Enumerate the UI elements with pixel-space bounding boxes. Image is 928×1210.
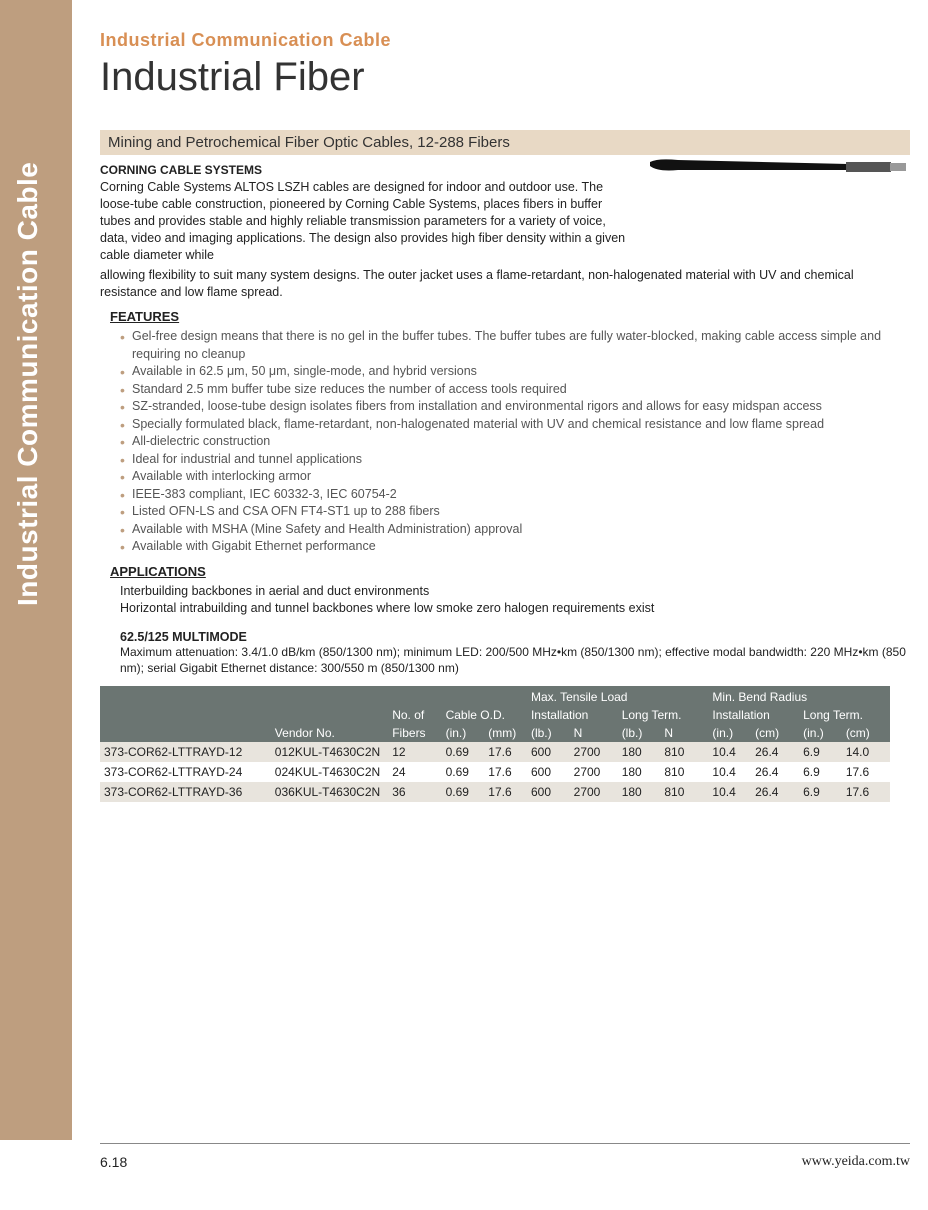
cell: 10.4: [708, 762, 751, 782]
sidebar-tab: Industrial Communication Cable: [0, 0, 72, 1140]
group-cable-od: Cable O.D.: [442, 686, 527, 724]
features-list: Gel-free design means that there is no g…: [120, 328, 910, 556]
cell: 2700: [570, 782, 618, 802]
table-row: 373-COR62-LTTRAYD-24024KUL-T4630C2N240.6…: [100, 762, 890, 782]
feature-item: Available with MSHA (Mine Safety and Hea…: [120, 521, 910, 539]
unit-in-2: (in.): [708, 724, 751, 742]
cell: 600: [527, 762, 570, 782]
subgroup-install-2: Installation: [708, 706, 799, 724]
feature-item: Available with Gigabit Ethernet performa…: [120, 538, 910, 556]
cell: 24: [388, 762, 441, 782]
col-fibers-2: Fibers: [388, 724, 441, 742]
cell: 180: [618, 782, 661, 802]
cell: 10.4: [708, 782, 751, 802]
group-min-bend: Min. Bend Radius: [708, 686, 890, 706]
unit-n-2: N: [660, 724, 708, 742]
cell: 26.4: [751, 762, 799, 782]
brand-heading: CORNING CABLE SYSTEMS: [100, 163, 910, 177]
application-line: Interbuilding backbones in aerial and du…: [120, 583, 910, 601]
footer-url: www.yeida.com.tw: [802, 1154, 910, 1170]
category-heading: Industrial Communication Cable: [100, 30, 910, 51]
cell: 600: [527, 742, 570, 762]
section-title-bar: Mining and Petrochemical Fiber Optic Cab…: [100, 130, 910, 155]
spec-table: Vendor No. No. of Cable O.D. Max. Tensil…: [100, 686, 890, 802]
feature-item: SZ-stranded, loose-tube design isolates …: [120, 398, 910, 416]
vendor-number: 036KUL-T4630C2N: [271, 782, 388, 802]
cell: 14.0: [842, 742, 890, 762]
part-number-link[interactable]: 373-COR62-LTTRAYD-36: [100, 782, 271, 802]
cell: 180: [618, 762, 661, 782]
cell: 2700: [570, 762, 618, 782]
vendor-number: 012KUL-T4630C2N: [271, 742, 388, 762]
unit-mm: (mm): [484, 724, 527, 742]
cell: 0.69: [442, 762, 485, 782]
intro-paragraph-1: Corning Cable Systems ALTOS LSZH cables …: [100, 179, 635, 263]
col-fibers-1: No. of: [388, 686, 441, 724]
unit-cm-1: (cm): [751, 724, 799, 742]
feature-item: Available with interlocking armor: [120, 468, 910, 486]
cell: 17.6: [484, 782, 527, 802]
cell: 0.69: [442, 742, 485, 762]
cell: 26.4: [751, 782, 799, 802]
group-max-tensile: Max. Tensile Load: [527, 686, 708, 706]
page-number: 6.18: [100, 1154, 127, 1170]
feature-item: Ideal for industrial and tunnel applicat…: [120, 451, 910, 469]
cell: 810: [660, 762, 708, 782]
unit-in-1: (in.): [442, 724, 485, 742]
cell: 17.6: [842, 782, 890, 802]
mode-text: Maximum attenuation: 3.4/1.0 dB/km (850/…: [120, 644, 910, 676]
feature-item: All-dielectric construction: [120, 433, 910, 451]
page-title: Industrial Fiber: [100, 55, 910, 100]
feature-item: Gel-free design means that there is no g…: [120, 328, 910, 363]
feature-item: IEEE-383 compliant, IEC 60332-3, IEC 607…: [120, 486, 910, 504]
page-content: Industrial Communication Cable Industria…: [100, 30, 910, 802]
features-heading: FEATURES: [110, 309, 910, 324]
application-line: Horizontal intrabuilding and tunnel back…: [120, 600, 910, 618]
mode-heading: 62.5/125 MULTIMODE: [120, 630, 910, 644]
sidebar-label: Industrial Communication Cable: [12, 162, 44, 606]
cell: 17.6: [484, 742, 527, 762]
part-number-link[interactable]: 373-COR62-LTTRAYD-24: [100, 762, 271, 782]
cell: 12: [388, 742, 441, 762]
feature-item: Available in 62.5 μm, 50 μm, single-mode…: [120, 363, 910, 381]
unit-cm-2: (cm): [842, 724, 890, 742]
cell: 17.6: [842, 762, 890, 782]
cell: 810: [660, 742, 708, 762]
unit-lb-2: (lb.): [618, 724, 661, 742]
subgroup-install-1: Installation: [527, 706, 618, 724]
col-vendor: Vendor No.: [271, 686, 388, 742]
subgroup-longterm-1: Long Term.: [618, 706, 709, 724]
part-number-link[interactable]: 373-COR62-LTTRAYD-12: [100, 742, 271, 762]
applications-heading: APPLICATIONS: [110, 564, 910, 579]
table-row: 373-COR62-LTTRAYD-36036KUL-T4630C2N360.6…: [100, 782, 890, 802]
cell: 2700: [570, 742, 618, 762]
cell: 6.9: [799, 782, 842, 802]
cell: 600: [527, 782, 570, 802]
vendor-number: 024KUL-T4630C2N: [271, 762, 388, 782]
feature-item: Standard 2.5 mm buffer tube size reduces…: [120, 381, 910, 399]
unit-lb-1: (lb.): [527, 724, 570, 742]
cell: 0.69: [442, 782, 485, 802]
cell: 6.9: [799, 762, 842, 782]
intro-paragraph-2: allowing flexibility to suit many system…: [100, 267, 910, 301]
cell: 17.6: [484, 762, 527, 782]
cell: 26.4: [751, 742, 799, 762]
unit-n-1: N: [570, 724, 618, 742]
subgroup-longterm-2: Long Term.: [799, 706, 890, 724]
cell: 36: [388, 782, 441, 802]
cell: 6.9: [799, 742, 842, 762]
table-row: 373-COR62-LTTRAYD-12012KUL-T4630C2N120.6…: [100, 742, 890, 762]
feature-item: Listed OFN-LS and CSA OFN FT4-ST1 up to …: [120, 503, 910, 521]
cell: 180: [618, 742, 661, 762]
cell: 810: [660, 782, 708, 802]
unit-in-3: (in.): [799, 724, 842, 742]
cell: 10.4: [708, 742, 751, 762]
page-footer: 6.18 www.yeida.com.tw: [100, 1143, 910, 1170]
feature-item: Specially formulated black, flame-retard…: [120, 416, 910, 434]
applications-block: Interbuilding backbones in aerial and du…: [120, 583, 910, 618]
